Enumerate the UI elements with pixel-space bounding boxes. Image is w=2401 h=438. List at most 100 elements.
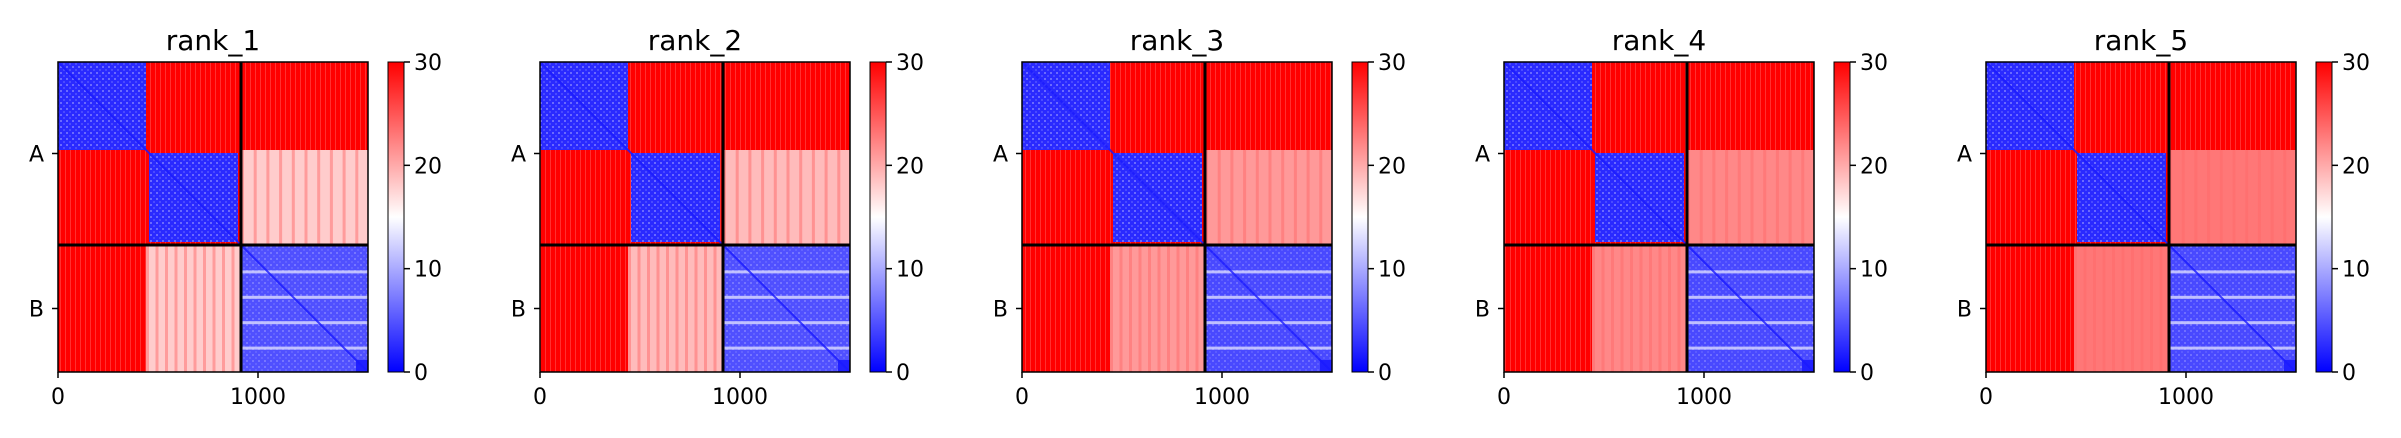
cross-streak	[222, 245, 225, 372]
x-tick-label: 1000	[712, 385, 768, 410]
plot-frame	[1985, 61, 2297, 373]
cross-streak	[1699, 150, 1703, 245]
colorbar-tick-label: 10	[2342, 258, 2370, 283]
cross-streak	[1592, 245, 1595, 372]
heatmap-panel-3: rank_3 A B 0 1000 0 10 20 30	[993, 24, 1406, 410]
domain-b-band	[1687, 346, 1814, 350]
x-tick-label: 0	[1979, 385, 1993, 410]
cross-streak	[656, 245, 660, 372]
panel-title: rank_3	[1130, 24, 1224, 57]
x-tick-label: 1000	[230, 385, 286, 410]
cross-streak	[2112, 245, 2115, 372]
colorbar-tick-label: 30	[1378, 51, 1406, 76]
cross-streak	[2102, 245, 2106, 372]
diagonal-line	[1503, 61, 1815, 373]
y-tick-label: B	[1475, 298, 1490, 323]
colorbar-tick-label: 0	[414, 361, 428, 386]
cross-streak	[1630, 245, 1633, 372]
cross-streak	[1281, 150, 1285, 245]
y-tick-label: A	[29, 143, 44, 168]
cross-streak	[1195, 245, 1199, 372]
cross-streak	[2194, 150, 2198, 245]
cross-streak	[675, 245, 679, 372]
cross-streak	[1677, 245, 1681, 372]
cross-streak	[1750, 150, 1754, 245]
cross-streak	[837, 150, 841, 245]
domain-b-band	[2169, 346, 2296, 350]
cross-streak	[253, 150, 257, 245]
colorbar-tick-label: 10	[1860, 258, 1888, 283]
colorbar-tick-label: 20	[896, 154, 924, 179]
domain-b-band	[241, 295, 368, 299]
domain-b-band	[1687, 295, 1814, 299]
y-tick-label: B	[1957, 298, 1972, 323]
cross-streak	[1157, 245, 1161, 372]
cross-streak	[317, 150, 321, 245]
cross-streak	[1737, 150, 1741, 245]
y-tick-label: A	[1957, 143, 1972, 168]
cross-streak	[1306, 150, 1310, 245]
cross-streak	[1176, 245, 1180, 372]
cross-streak	[773, 150, 777, 245]
cross-streak	[1649, 245, 1652, 372]
cross-streak	[174, 245, 178, 372]
colorbar	[1351, 61, 1369, 373]
cross-streak	[1119, 245, 1123, 372]
colorbar-tick-label: 30	[896, 51, 924, 76]
cross-streak	[1712, 150, 1716, 245]
domain-b-band	[1687, 321, 1814, 325]
y-tick-label: A	[993, 143, 1008, 168]
cross-streak	[647, 245, 650, 372]
y-tick-label: A	[1475, 143, 1490, 168]
cross-streak	[786, 150, 790, 245]
cross-streak	[1255, 150, 1259, 245]
cross-streak	[2181, 150, 2185, 245]
colorbar-tick-label: 0	[896, 361, 910, 386]
cross-streak	[1668, 245, 1671, 372]
cross-streak	[1138, 245, 1142, 372]
colorbar-tick-label: 20	[414, 154, 442, 179]
cross-streak	[1763, 150, 1767, 245]
cross-streak	[628, 245, 631, 372]
domain-b-band	[1687, 270, 1814, 274]
cross-streak	[694, 245, 698, 372]
cross-streak	[2219, 150, 2223, 245]
panel-title: rank_5	[2094, 24, 2188, 57]
cross-streak	[2121, 245, 2125, 372]
cross-streak	[2257, 150, 2261, 245]
cross-streak	[637, 245, 641, 372]
cross-streak	[2283, 150, 2287, 245]
plot-frame	[57, 61, 369, 373]
cross-streak	[2207, 150, 2211, 245]
panel-title: rank_4	[1612, 24, 1706, 57]
y-tick-label: B	[511, 298, 526, 323]
cross-streak	[146, 245, 149, 372]
cross-streak	[811, 150, 815, 245]
cross-streak	[685, 245, 688, 372]
x-tick-label: 0	[51, 385, 65, 410]
colorbar-tick-label: 20	[1378, 154, 1406, 179]
cross-streak	[184, 245, 187, 372]
domain-b-band	[723, 321, 850, 325]
cross-streak	[1725, 150, 1729, 245]
cross-streak	[342, 150, 346, 245]
cross-streak	[1775, 150, 1779, 245]
cross-streak	[2159, 245, 2163, 372]
domain-b-band	[241, 270, 368, 274]
heatmap-panel-2: rank_2 A B 0 1000 0 10 20 30	[511, 24, 924, 410]
colorbar-tick-label: 30	[2342, 51, 2370, 76]
cross-streak	[1167, 245, 1170, 372]
cross-streak	[1601, 245, 1605, 372]
cross-streak	[155, 245, 159, 372]
colorbar-tick-label: 20	[1860, 154, 1888, 179]
cross-streak	[2131, 245, 2134, 372]
diagonal-line	[539, 61, 851, 373]
cross-streak	[799, 150, 803, 245]
cross-streak	[761, 150, 765, 245]
y-tick-label: A	[511, 143, 526, 168]
cross-streak	[1243, 150, 1247, 245]
colorbar	[869, 61, 887, 373]
cross-streak	[355, 150, 359, 245]
domain-b-band	[2169, 270, 2296, 274]
